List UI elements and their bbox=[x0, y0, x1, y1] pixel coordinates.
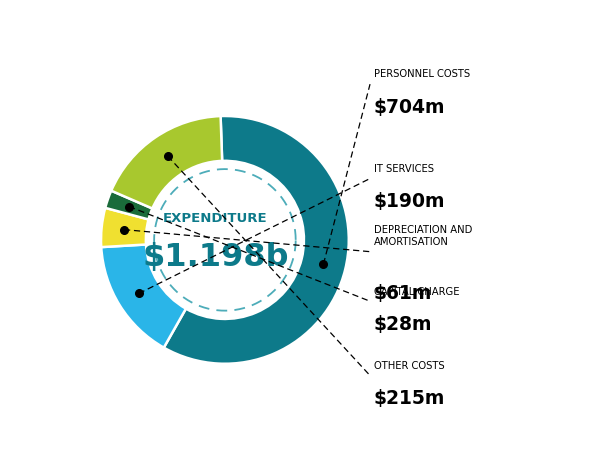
Text: $61m: $61m bbox=[374, 284, 432, 303]
Text: EXPENDITURE: EXPENDITURE bbox=[163, 212, 268, 225]
Text: $215m: $215m bbox=[374, 389, 445, 408]
Wedge shape bbox=[101, 208, 149, 247]
Text: IT SERVICES: IT SERVICES bbox=[374, 164, 434, 174]
Text: OTHER COSTS: OTHER COSTS bbox=[374, 361, 444, 371]
Wedge shape bbox=[111, 116, 222, 209]
Wedge shape bbox=[101, 245, 186, 348]
Text: $28m: $28m bbox=[374, 315, 432, 334]
Wedge shape bbox=[105, 190, 152, 219]
Text: $1.198b: $1.198b bbox=[142, 242, 289, 273]
Text: CAPITAL CHARGE: CAPITAL CHARGE bbox=[374, 286, 459, 296]
Text: DEPRECIATION AND
AMORTISATION: DEPRECIATION AND AMORTISATION bbox=[374, 225, 472, 247]
Text: $190m: $190m bbox=[374, 192, 445, 211]
Wedge shape bbox=[164, 116, 349, 364]
Text: PERSONNEL COSTS: PERSONNEL COSTS bbox=[374, 69, 470, 79]
Text: $704m: $704m bbox=[374, 98, 445, 117]
